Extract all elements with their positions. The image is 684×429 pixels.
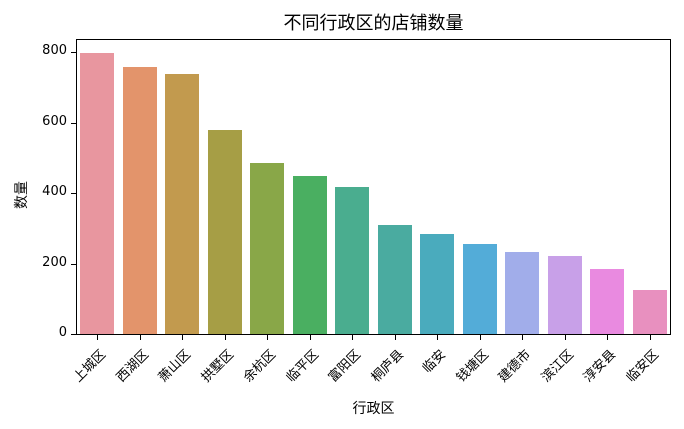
x-tick-mark (309, 335, 311, 340)
x-tick-label: 桐庐县 (368, 347, 407, 386)
bar-2 (165, 73, 200, 334)
x-tick-label: 临平区 (283, 347, 322, 386)
x-tick-label: 滨江区 (538, 347, 577, 386)
y-tick-mark (71, 193, 76, 195)
x-tick-mark (224, 335, 226, 340)
y-tick-label: 200 (42, 254, 67, 270)
x-axis-label: 行政区 (352, 401, 395, 417)
x-tick-mark (564, 335, 566, 340)
y-tick-mark (71, 263, 76, 265)
x-tick-mark (437, 335, 439, 340)
x-tick-label: 淳安县 (581, 347, 620, 386)
x-tick-label: 富阳区 (326, 347, 365, 386)
y-tick-label: 0 (58, 325, 67, 340)
bar-12 (590, 268, 625, 334)
x-tick-mark (649, 335, 651, 340)
x-tick-mark (267, 335, 269, 340)
y-tick-label: 600 (42, 113, 67, 129)
x-tick-mark (139, 335, 141, 340)
y-tick-label: 400 (42, 184, 67, 200)
bar-4 (250, 162, 285, 334)
bar-9 (462, 243, 497, 334)
x-tick-mark (522, 335, 524, 340)
chart-title: 不同行政区的店铺数量 (283, 13, 464, 34)
bar-10 (505, 251, 540, 334)
bar-11 (547, 255, 582, 334)
x-tick-label: 拱墅区 (198, 347, 237, 386)
x-tick-label: 萧山区 (156, 347, 195, 386)
x-tick-label: 临安 (420, 347, 450, 377)
x-tick-label: 建德市 (496, 347, 535, 386)
x-tick-label: 上城区 (71, 347, 110, 386)
bar-3 (207, 129, 242, 334)
x-tick-mark (97, 335, 99, 340)
y-axis-label-text: 数量 (14, 181, 30, 209)
x-tick-mark (352, 335, 354, 340)
x-tick-label: 临安区 (623, 347, 662, 386)
bar-0 (80, 53, 115, 334)
x-tick-mark (394, 335, 396, 340)
plot-area (76, 39, 671, 335)
x-tick-mark (182, 335, 184, 340)
x-tick-mark (607, 335, 609, 340)
y-tick-mark (71, 52, 76, 54)
bar-7 (377, 224, 412, 334)
bar-8 (420, 234, 455, 334)
y-axis-label: 数量 (4, 170, 38, 220)
x-tick-label: 钱塘区 (453, 347, 492, 386)
bar-6 (335, 186, 370, 334)
x-tick-mark (479, 335, 481, 340)
y-tick-label: 800 (42, 43, 67, 59)
y-tick-mark (71, 334, 76, 335)
x-tick-label: 西湖区 (113, 347, 152, 386)
x-tick-label: 余杭区 (241, 347, 280, 386)
bar-5 (292, 175, 327, 334)
bar-13 (632, 290, 667, 334)
bar-1 (122, 67, 157, 334)
y-tick-mark (71, 122, 76, 124)
